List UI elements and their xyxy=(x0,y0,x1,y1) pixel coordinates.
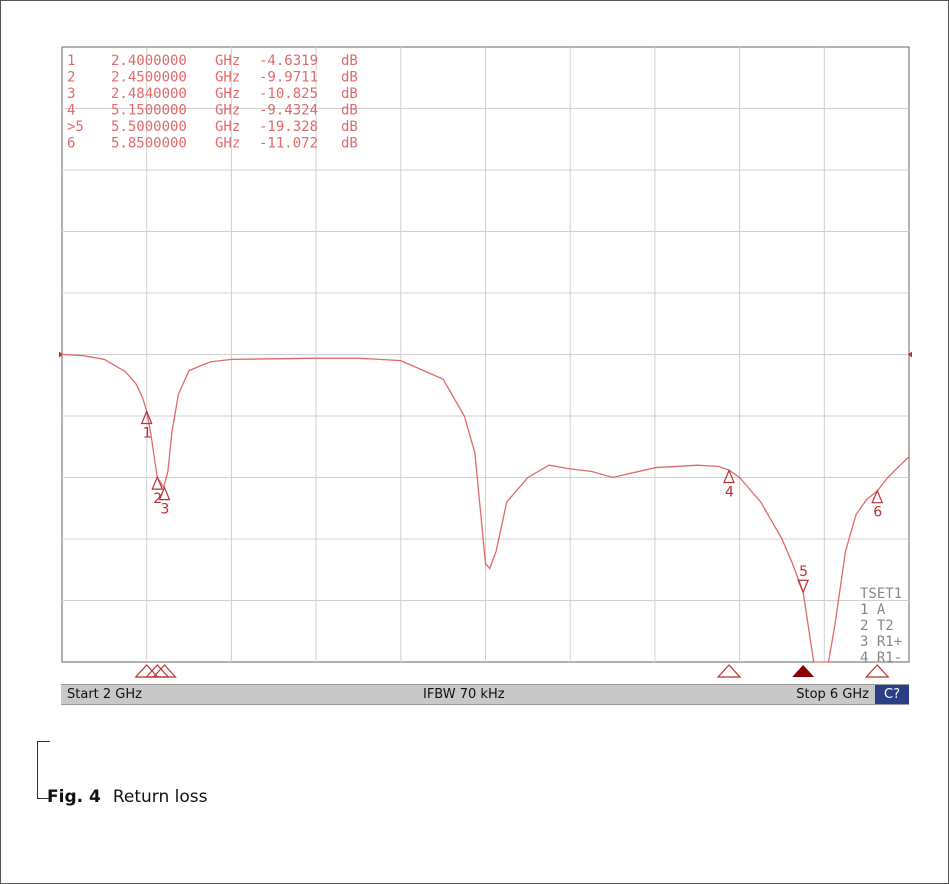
marker-label: 1 xyxy=(143,425,152,441)
marker-label: 3 xyxy=(160,502,169,518)
marker-table-number: 2 xyxy=(67,70,75,86)
marker-table-frequency-unit: GHz xyxy=(215,103,240,119)
stop-frequency: Stop 6 GHz xyxy=(796,687,869,702)
channel-status-badge[interactable]: C? xyxy=(875,685,909,704)
marker-indicator xyxy=(716,664,742,678)
marker-table-frequency: 2.4000000 xyxy=(111,53,187,69)
legend-entry: 3 R1+ xyxy=(860,634,902,650)
marker-table-value: -4.6319 xyxy=(259,53,318,69)
marker-symbol xyxy=(158,486,171,501)
status-bar: Start 2 GHz IFBW 70 kHz Stop 6 GHz C? xyxy=(61,684,909,705)
marker-table-frequency: 5.1500000 xyxy=(111,103,187,119)
legend-entry: 1 A xyxy=(860,602,886,618)
marker-table-number: 6 xyxy=(67,136,75,152)
if-bandwidth: IFBW 70 kHz xyxy=(423,687,505,702)
marker-table-value: -9.9711 xyxy=(259,70,318,86)
marker-symbol xyxy=(871,489,884,504)
marker-table-frequency: 5.8500000 xyxy=(111,136,187,152)
figure-caption-text: Return loss xyxy=(112,787,208,807)
figure-caption: Fig. 4 Return loss xyxy=(47,787,207,807)
marker-table-value-unit: dB xyxy=(341,136,358,152)
marker-table-frequency: 5.5000000 xyxy=(111,119,187,135)
marker-indicator xyxy=(144,664,170,678)
return-loss-trace xyxy=(61,353,910,663)
reference-level-left-tick xyxy=(59,351,63,358)
legend-entry: 2 T2 xyxy=(860,618,894,634)
marker-table-number: 3 xyxy=(67,86,75,102)
marker-indicator xyxy=(152,664,177,678)
marker-table-value-unit: dB xyxy=(341,86,358,102)
marker-table-number: >5 xyxy=(67,119,84,135)
marker-table-frequency: 2.4500000 xyxy=(111,70,187,86)
marker-label: 4 xyxy=(725,485,734,501)
marker-table-frequency-unit: GHz xyxy=(215,136,240,152)
marker-symbol xyxy=(140,409,153,425)
start-frequency: Start 2 GHz xyxy=(67,687,142,702)
vna-plot: 1 2.4000000 GHz -4.6319 dB 2 2.4500000 GHz -9.9… xyxy=(59,46,912,678)
marker-table-value-unit: dB xyxy=(341,70,358,86)
legend-entry: 4 R1- xyxy=(860,650,902,666)
marker-table-frequency-unit: GHz xyxy=(215,53,240,69)
marker-table-frequency-unit: GHz xyxy=(215,119,240,135)
marker-table-number: 4 xyxy=(67,103,75,119)
marker-symbol xyxy=(723,468,735,484)
marker-readout-table: 1 2.4000000 GHz -4.6319 dB 2 2.4500000 GHz -9.9… xyxy=(67,53,358,152)
marker-label: 2 xyxy=(153,491,162,507)
marker-table-value: -19.328 xyxy=(259,119,318,135)
marker-table-value: -9.4324 xyxy=(259,103,318,119)
legend-title: TSET1 xyxy=(860,586,902,602)
marker-label: 5 xyxy=(799,564,808,580)
marker-table-frequency-unit: GHz xyxy=(215,70,240,86)
marker-table-value: -11.072 xyxy=(259,136,318,152)
marker-table-value: -10.825 xyxy=(259,86,318,102)
marker-label: 6 xyxy=(873,505,882,521)
marker-indicator xyxy=(864,664,890,678)
marker-table-value-unit: dB xyxy=(341,119,358,135)
caption-bracket xyxy=(37,741,50,799)
figure-label: Fig. 4 xyxy=(47,787,101,807)
marker-table-number: 1 xyxy=(67,53,75,69)
marker-table-frequency: 2.4840000 xyxy=(111,86,187,102)
reference-level-right-tick xyxy=(908,351,912,358)
marker-symbol xyxy=(151,475,164,490)
marker-table-frequency-unit: GHz xyxy=(215,86,240,102)
marker-position-indicators xyxy=(134,664,890,678)
marker-symbol-active xyxy=(797,579,810,594)
marker-table-value-unit: dB xyxy=(341,103,358,119)
marker-indicator-active xyxy=(792,665,815,677)
marker-table-value-unit: dB xyxy=(341,53,358,69)
plot-grid xyxy=(59,46,912,663)
